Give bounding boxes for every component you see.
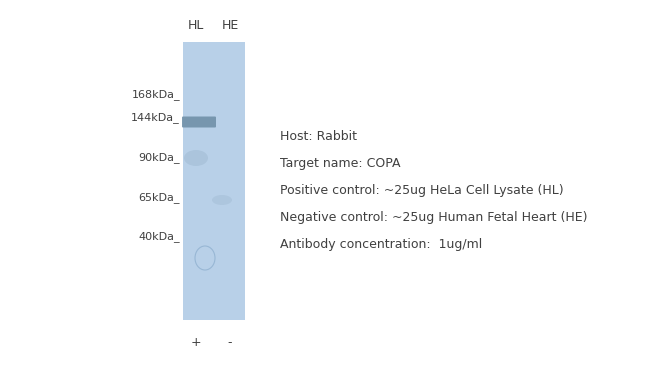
Text: 144kDa_: 144kDa_ [131,113,180,123]
Text: Positive control: ~25ug HeLa Cell Lysate (HL): Positive control: ~25ug HeLa Cell Lysate… [280,184,564,197]
Text: Negative control: ~25ug Human Fetal Heart (HE): Negative control: ~25ug Human Fetal Hear… [280,211,588,224]
Text: HL: HL [188,19,204,32]
Text: Antibody concentration:  1ug/ml: Antibody concentration: 1ug/ml [280,238,482,251]
Text: Host: Rabbit: Host: Rabbit [280,130,357,143]
Text: -: - [227,336,232,349]
Text: HE: HE [222,19,239,32]
Text: Target name: COPA: Target name: COPA [280,157,400,170]
Text: +: + [190,336,202,349]
Text: 90kDa_: 90kDa_ [138,153,180,164]
Text: 65kDa_: 65kDa_ [138,193,180,203]
Text: 168kDa_: 168kDa_ [131,90,180,100]
Ellipse shape [212,195,232,205]
FancyBboxPatch shape [182,116,216,127]
Text: 40kDa_: 40kDa_ [138,232,180,242]
Bar [183,42,245,320]
Ellipse shape [184,150,208,166]
